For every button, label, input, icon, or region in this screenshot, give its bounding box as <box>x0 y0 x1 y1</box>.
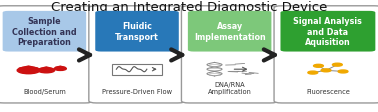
FancyBboxPatch shape <box>181 7 278 103</box>
FancyBboxPatch shape <box>0 7 93 103</box>
Text: DNA/RNA
Amplification: DNA/RNA Amplification <box>208 82 252 95</box>
Text: Blood/Serum: Blood/Serum <box>23 89 66 95</box>
Polygon shape <box>19 66 38 69</box>
FancyBboxPatch shape <box>95 12 179 52</box>
Text: Pressure-Driven Flow: Pressure-Driven Flow <box>102 89 172 95</box>
Text: Sample
Collection and
Preparation: Sample Collection and Preparation <box>12 17 77 47</box>
Text: Assay
Implementation: Assay Implementation <box>194 22 265 42</box>
FancyBboxPatch shape <box>280 12 375 52</box>
Circle shape <box>17 67 40 74</box>
Circle shape <box>321 69 331 72</box>
Circle shape <box>338 70 348 73</box>
FancyBboxPatch shape <box>188 12 271 52</box>
Circle shape <box>308 71 318 74</box>
Text: Fluorescence: Fluorescence <box>306 89 350 95</box>
FancyBboxPatch shape <box>89 7 185 103</box>
Circle shape <box>333 64 342 67</box>
FancyBboxPatch shape <box>113 64 162 75</box>
Polygon shape <box>39 67 53 69</box>
Circle shape <box>38 68 54 73</box>
FancyBboxPatch shape <box>3 12 86 52</box>
FancyBboxPatch shape <box>274 7 378 103</box>
Text: Creating an Integrated Diagnostic Device: Creating an Integrated Diagnostic Device <box>51 1 327 14</box>
Text: Signal Analysis
and Data
Aquisition: Signal Analysis and Data Aquisition <box>293 17 363 47</box>
Polygon shape <box>55 67 65 68</box>
Text: Fluidic
Transport: Fluidic Transport <box>115 22 159 42</box>
Circle shape <box>54 67 67 71</box>
Circle shape <box>313 65 323 68</box>
